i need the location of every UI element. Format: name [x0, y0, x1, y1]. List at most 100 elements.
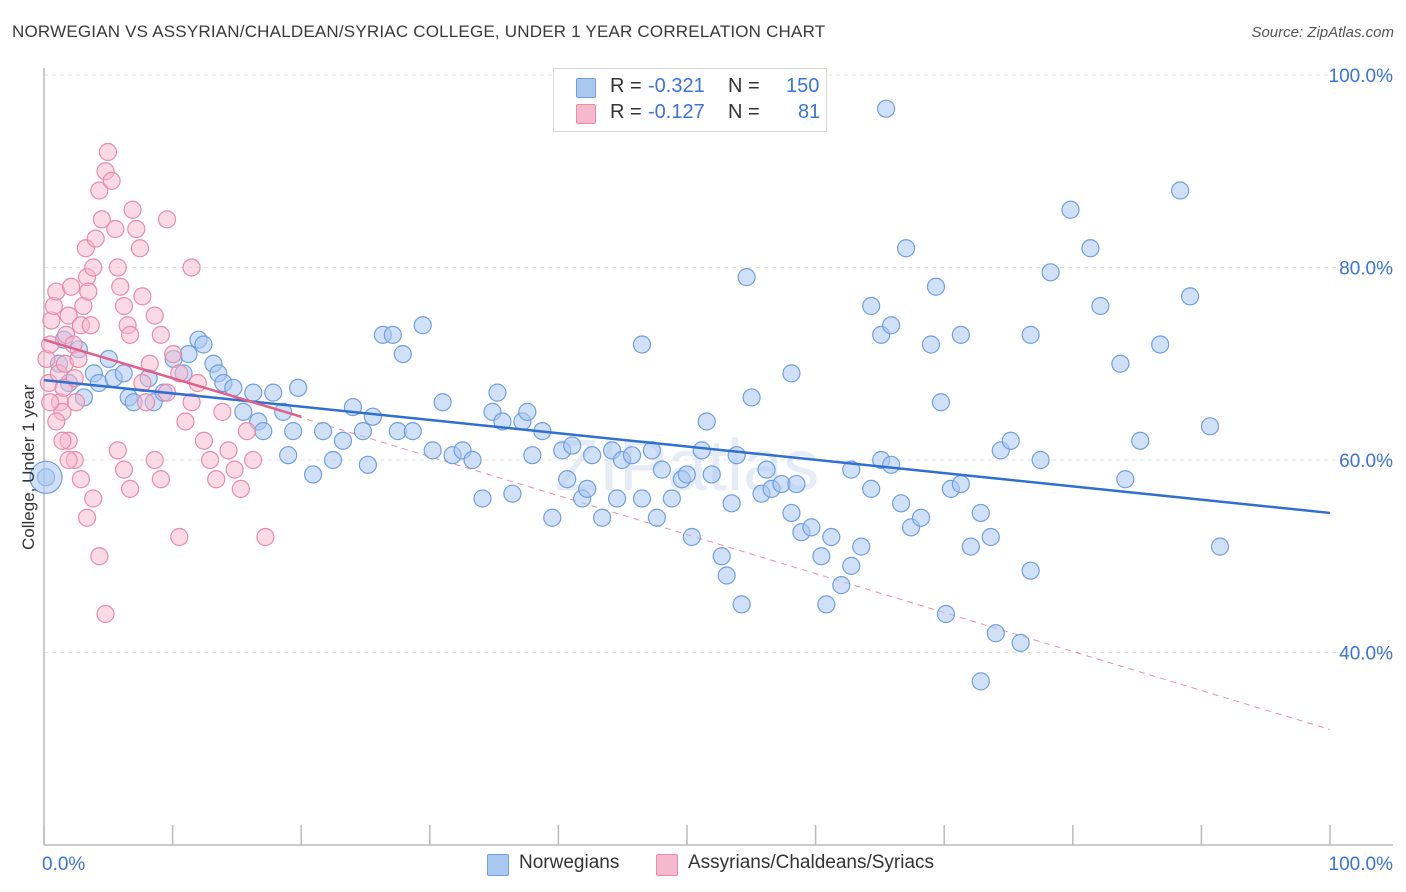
data-point-norwegians	[279, 446, 298, 465]
data-point-assyrians	[84, 489, 103, 508]
data-point-norwegians	[543, 508, 562, 527]
y-tick-label: 80.0%	[1339, 259, 1393, 280]
data-point-assyrians	[225, 460, 244, 479]
data-point-norwegians	[563, 436, 582, 455]
data-point-assyrians	[133, 287, 152, 306]
data-point-norwegians	[737, 268, 756, 287]
data-point-norwegians	[692, 441, 711, 460]
trend-line-assyrians	[43, 338, 302, 418]
data-point-assyrians	[108, 441, 127, 460]
data-point-norwegians	[722, 494, 741, 513]
data-point-norwegians	[882, 455, 901, 474]
data-point-assyrians	[151, 470, 170, 489]
data-point-assyrians	[151, 325, 170, 344]
y-tick-label: 60.0%	[1339, 451, 1393, 472]
data-point-norwegians	[842, 556, 861, 575]
data-point-norwegians	[662, 489, 681, 508]
n-label: N =	[728, 101, 760, 123]
data-point-assyrians	[96, 604, 115, 624]
data-point-assyrians	[164, 345, 183, 364]
data-point-assyrians	[98, 142, 118, 162]
data-point-norwegians	[702, 465, 721, 484]
data-point-norwegians	[742, 388, 761, 407]
data-point-assyrians	[231, 479, 250, 498]
data-point-norwegians	[931, 393, 951, 412]
data-point-norwegians	[393, 345, 412, 364]
axes	[43, 68, 1393, 846]
data-point-norwegians	[986, 624, 1005, 643]
data-point-norwegians	[593, 508, 612, 527]
data-point-assyrians	[256, 527, 275, 547]
data-point-norwegians	[523, 446, 542, 465]
data-point-norwegians	[1091, 296, 1110, 316]
r-value-blue: -0.321	[648, 75, 705, 97]
data-point-norwegians	[812, 547, 831, 566]
data-point-norwegians	[403, 422, 422, 441]
data-point-norwegians	[951, 474, 970, 494]
data-point-assyrians	[121, 479, 140, 498]
data-point-norwegians	[1021, 561, 1040, 580]
data-point-assyrians	[145, 450, 164, 470]
y-tick-labels: 40.0% 60.0% 80.0% 100.0%	[1329, 66, 1394, 665]
data-point-assyrians	[244, 450, 263, 470]
data-point-norwegians	[951, 325, 970, 344]
data-point-norwegians	[558, 470, 577, 489]
data-point-norwegians	[114, 364, 133, 383]
data-point-assyrians	[136, 393, 156, 412]
data-point-assyrians	[145, 306, 164, 325]
data-point-norwegians	[717, 566, 736, 585]
data-point-assyrians	[182, 258, 201, 277]
data-point-norwegians	[383, 325, 402, 344]
data-point-assyrians	[81, 316, 100, 335]
data-point-norwegians	[891, 494, 911, 513]
data-point-assyrians	[121, 325, 140, 344]
data-point-norwegians	[732, 595, 751, 614]
data-point-assyrians	[237, 422, 257, 441]
data-point-norwegians	[353, 422, 373, 441]
data-point-norwegians	[782, 503, 801, 523]
data-point-assyrians	[41, 393, 60, 412]
data-point-assyrians	[66, 393, 86, 412]
data-point-assyrians	[130, 239, 150, 258]
legend-swatch-pink	[576, 104, 596, 124]
data-point-assyrians	[79, 282, 98, 301]
legend-label-norwegians: Norwegians	[519, 852, 620, 873]
data-point-norwegians	[488, 383, 507, 402]
data-point-norwegians	[1200, 417, 1220, 436]
r-value-pink: -0.127	[648, 101, 705, 123]
source-label: Source: ZipAtlas.com	[1251, 24, 1394, 41]
data-point-norwegians	[1116, 470, 1135, 489]
data-point-norwegians	[1061, 200, 1080, 219]
data-point-norwegians	[697, 412, 716, 431]
data-point-assyrians	[47, 412, 66, 431]
data-point-norwegians	[1041, 263, 1060, 282]
data-point-norwegians	[1011, 633, 1030, 652]
data-point-assyrians	[200, 450, 220, 470]
data-point-norwegians	[473, 489, 492, 508]
data-point-norwegians	[802, 518, 821, 537]
data-point-norwegians	[877, 99, 896, 118]
series-norwegians-points	[29, 99, 1230, 691]
data-point-assyrians	[108, 258, 127, 277]
data-point-norwegians	[862, 296, 881, 316]
data-point-assyrians	[176, 412, 195, 431]
data-point-norwegians	[727, 446, 746, 465]
legend-swatch-blue	[576, 78, 596, 98]
data-point-assyrians	[207, 470, 226, 489]
data-point-norwegians	[712, 547, 731, 566]
data-point-norwegians	[303, 465, 323, 484]
n-value-blue: 150	[786, 75, 820, 97]
data-point-assyrians	[71, 470, 91, 489]
data-point-norwegians	[1131, 431, 1150, 450]
y-axis-title: College, Under 1 year	[19, 384, 38, 550]
data-point-norwegians	[493, 412, 512, 431]
data-point-norwegians	[682, 527, 701, 547]
data-point-assyrians	[106, 219, 125, 239]
data-point-norwegians	[1081, 239, 1100, 258]
data-point-assyrians	[59, 306, 78, 325]
data-point-norwegians	[926, 277, 946, 296]
y-tick-label: 100.0%	[1329, 66, 1394, 87]
data-point-norwegians	[583, 446, 602, 465]
data-point-assyrians	[86, 229, 105, 248]
